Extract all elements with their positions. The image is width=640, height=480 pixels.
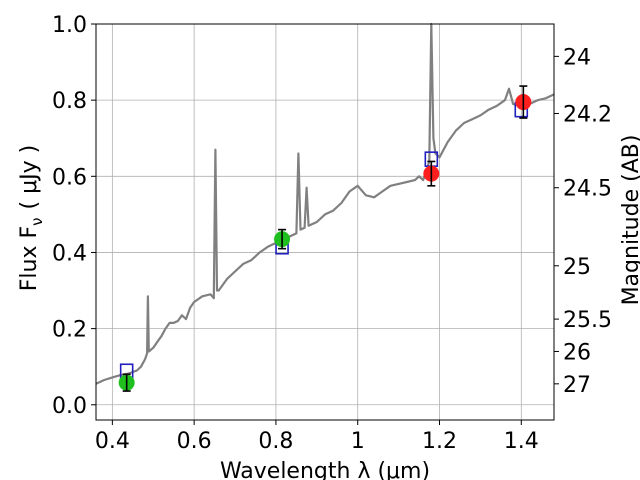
y-tick-label: 0.0 <box>52 394 87 419</box>
y-tick-label: 0.2 <box>52 318 87 343</box>
spectrum-line <box>95 22 555 385</box>
y-axis: 0.0 0.2 0.4 0.6 0.8 1.0 <box>52 13 96 419</box>
plot-frame <box>95 23 555 421</box>
y2-axis: 24 24.2 24.5 25 25.5 26 27 <box>554 45 612 398</box>
y-axis-label: Flux Fν( μJy ) <box>17 145 46 291</box>
y-tick-label: 0.6 <box>52 165 87 190</box>
x-tick-label: 1 <box>351 429 365 454</box>
y2-tick-label: 25 <box>563 255 591 280</box>
x-axis: 0.4 0.6 0.8 1 1.2 1.4 <box>95 420 539 454</box>
spectrum-series <box>95 22 555 385</box>
observed-series <box>118 85 532 392</box>
model-photometry-series <box>119 101 529 380</box>
x-tick-label: 0.6 <box>177 429 212 454</box>
y2-tick-label: 24 <box>563 45 591 70</box>
y2-tick-label: 26 <box>563 340 591 365</box>
x-tick-label: 1.2 <box>422 429 457 454</box>
y2-axis-label: Magnitude (AB) <box>619 135 640 306</box>
y2-tick-label: 24.5 <box>563 177 612 202</box>
y2-tick-label: 24.2 <box>563 102 612 127</box>
y2-tick-label: 27 <box>563 373 591 398</box>
x-axis-label: Wavelength λ (μm) <box>220 459 430 480</box>
y-tick-label: 0.4 <box>52 241 87 266</box>
grid <box>96 23 554 420</box>
x-tick-label: 1.4 <box>504 429 539 454</box>
x-tick-label: 0.4 <box>95 429 130 454</box>
y2-tick-label: 25.5 <box>563 308 612 333</box>
y-tick-label: 1.0 <box>52 13 87 38</box>
y-tick-label: 0.8 <box>52 89 87 114</box>
x-tick-label: 0.8 <box>258 429 293 454</box>
